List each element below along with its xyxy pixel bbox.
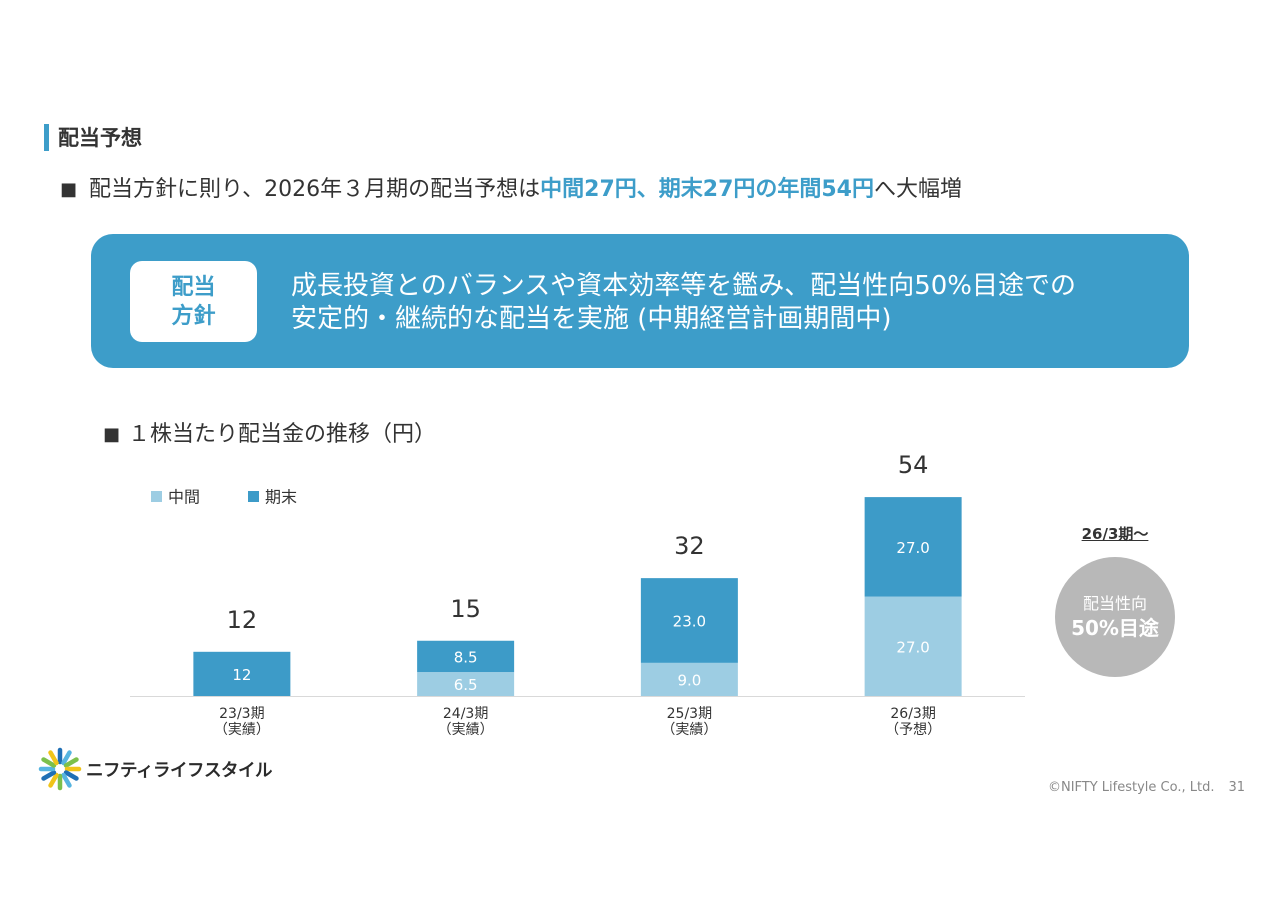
logo-burst-icon [38,747,82,791]
bar-value-label-s1-c1: 8.5 [454,648,478,666]
policy-text: 成長投資とのバランスや資本効率等を鑑み、配当性向50%目途での 安定的・継続的な… [291,270,1076,336]
callout-line2: 50%目途 [1071,616,1159,640]
logo-text: ニフティライフスタイル [86,760,272,781]
dividend-per-share-chart: 中間 期末121223/3期（実績）6.58.51524/3期（実績）9.023.… [130,451,1025,738]
bar-segment-s0-c3 [864,596,962,696]
policy-label-line2: 方針 [171,303,216,329]
bullet-square-icon: ■ [103,424,121,445]
logo-ray [48,750,59,766]
bar-segment-s1-c1 [417,640,515,673]
bar-segment-s0-c2 [640,662,738,696]
footer: ©NIFTY Lifestyle Co., Ltd. 31 [1048,779,1245,797]
logo-ray [63,757,79,768]
bar-segment-s1-c0 [193,651,291,696]
x-tick-label-c3: 26/3期 [890,706,935,722]
x-tick-sublabel-c3: （予想） [885,722,941,738]
bar-segment-s0-c1 [417,672,515,696]
bar-total-label-c1: 15 [450,595,481,623]
logo-ray [41,770,57,781]
lead-statement: ■ 配当方針に則り、2026年３月期の配当予想は中間27円、期末27円の年間54円… [60,175,962,205]
x-tick-label-c1: 24/3期 [443,706,488,722]
x-tick-sublabel-c0: （実績） [214,722,270,738]
policy-label: 配当 方針 [130,261,257,342]
lead-suffix: へ大幅増 [874,177,963,202]
bar-value-label-s0-c2: 9.0 [677,671,701,689]
copyright: ©NIFTY Lifestyle Co., Ltd. [1047,780,1215,795]
bar-total-label-c2: 32 [674,532,705,560]
company-logo: ニフティライフスタイル [38,746,272,792]
logo-ray [48,772,59,788]
bar-total-label-c3: 54 [898,451,929,479]
page-number: 31 [1228,780,1245,795]
bar-value-label-s1-c2: 23.0 [673,612,706,630]
policy-text-line1: 成長投資とのバランスや資本効率等を鑑み、配当性向50%目途での [291,271,1077,301]
callout-period: 26/3期～ [1081,525,1149,543]
bar-value-label-s0-c3: 27.0 [896,638,929,656]
x-tick-sublabel-c1: （実績） [438,722,494,738]
lead-highlight: 中間27円、期末27円の年間54円 [540,177,874,202]
logo-ray [61,750,72,766]
x-tick-sublabel-c2: （実績） [661,722,717,738]
lead-prefix: 配当方針に則り、2026年３月期の配当予想は [89,177,541,202]
logo-ray [61,772,72,788]
payout-ratio-callout: 配当性向 50%目途 [1055,557,1175,677]
bar-value-label-s0-c1: 6.5 [454,676,478,694]
bar-segment-s1-c2 [640,578,738,663]
page-title: 配当予想 [58,126,142,150]
dividend-policy-banner: 配当 方針 成長投資とのバランスや資本効率等を鑑み、配当性向50%目途での 安定… [91,234,1189,368]
bar-value-label-s1-c0: 12 [232,666,251,684]
bar-total-label-c0: 12 [227,606,258,634]
chart-heading-text: １株当たり配当金の推移（円） [128,422,437,447]
policy-text-line2: 安定的・継続的な配当を実施 (中期経営計画期間中) [291,304,892,334]
legend-label-s1: 期末 [265,488,297,507]
legend-label-s0: 中間 [168,488,200,507]
legend-swatch-s0 [151,491,162,502]
bar-value-label-s1-c3: 27.0 [896,539,929,557]
logo-ray [41,757,57,768]
callout-line1: 配当性向 [1082,594,1147,613]
title-accent-bar [44,124,49,151]
policy-label-line1: 配当 [171,274,216,300]
logo-ray [63,770,79,781]
bar-segment-s1-c3 [864,497,962,597]
x-tick-label-c2: 25/3期 [667,706,712,722]
chart-heading: ■ １株当たり配当金の推移（円） [103,420,436,450]
x-tick-label-c0: 23/3期 [219,706,264,722]
legend-swatch-s1 [248,491,259,502]
bullet-square-icon: ■ [60,179,78,200]
